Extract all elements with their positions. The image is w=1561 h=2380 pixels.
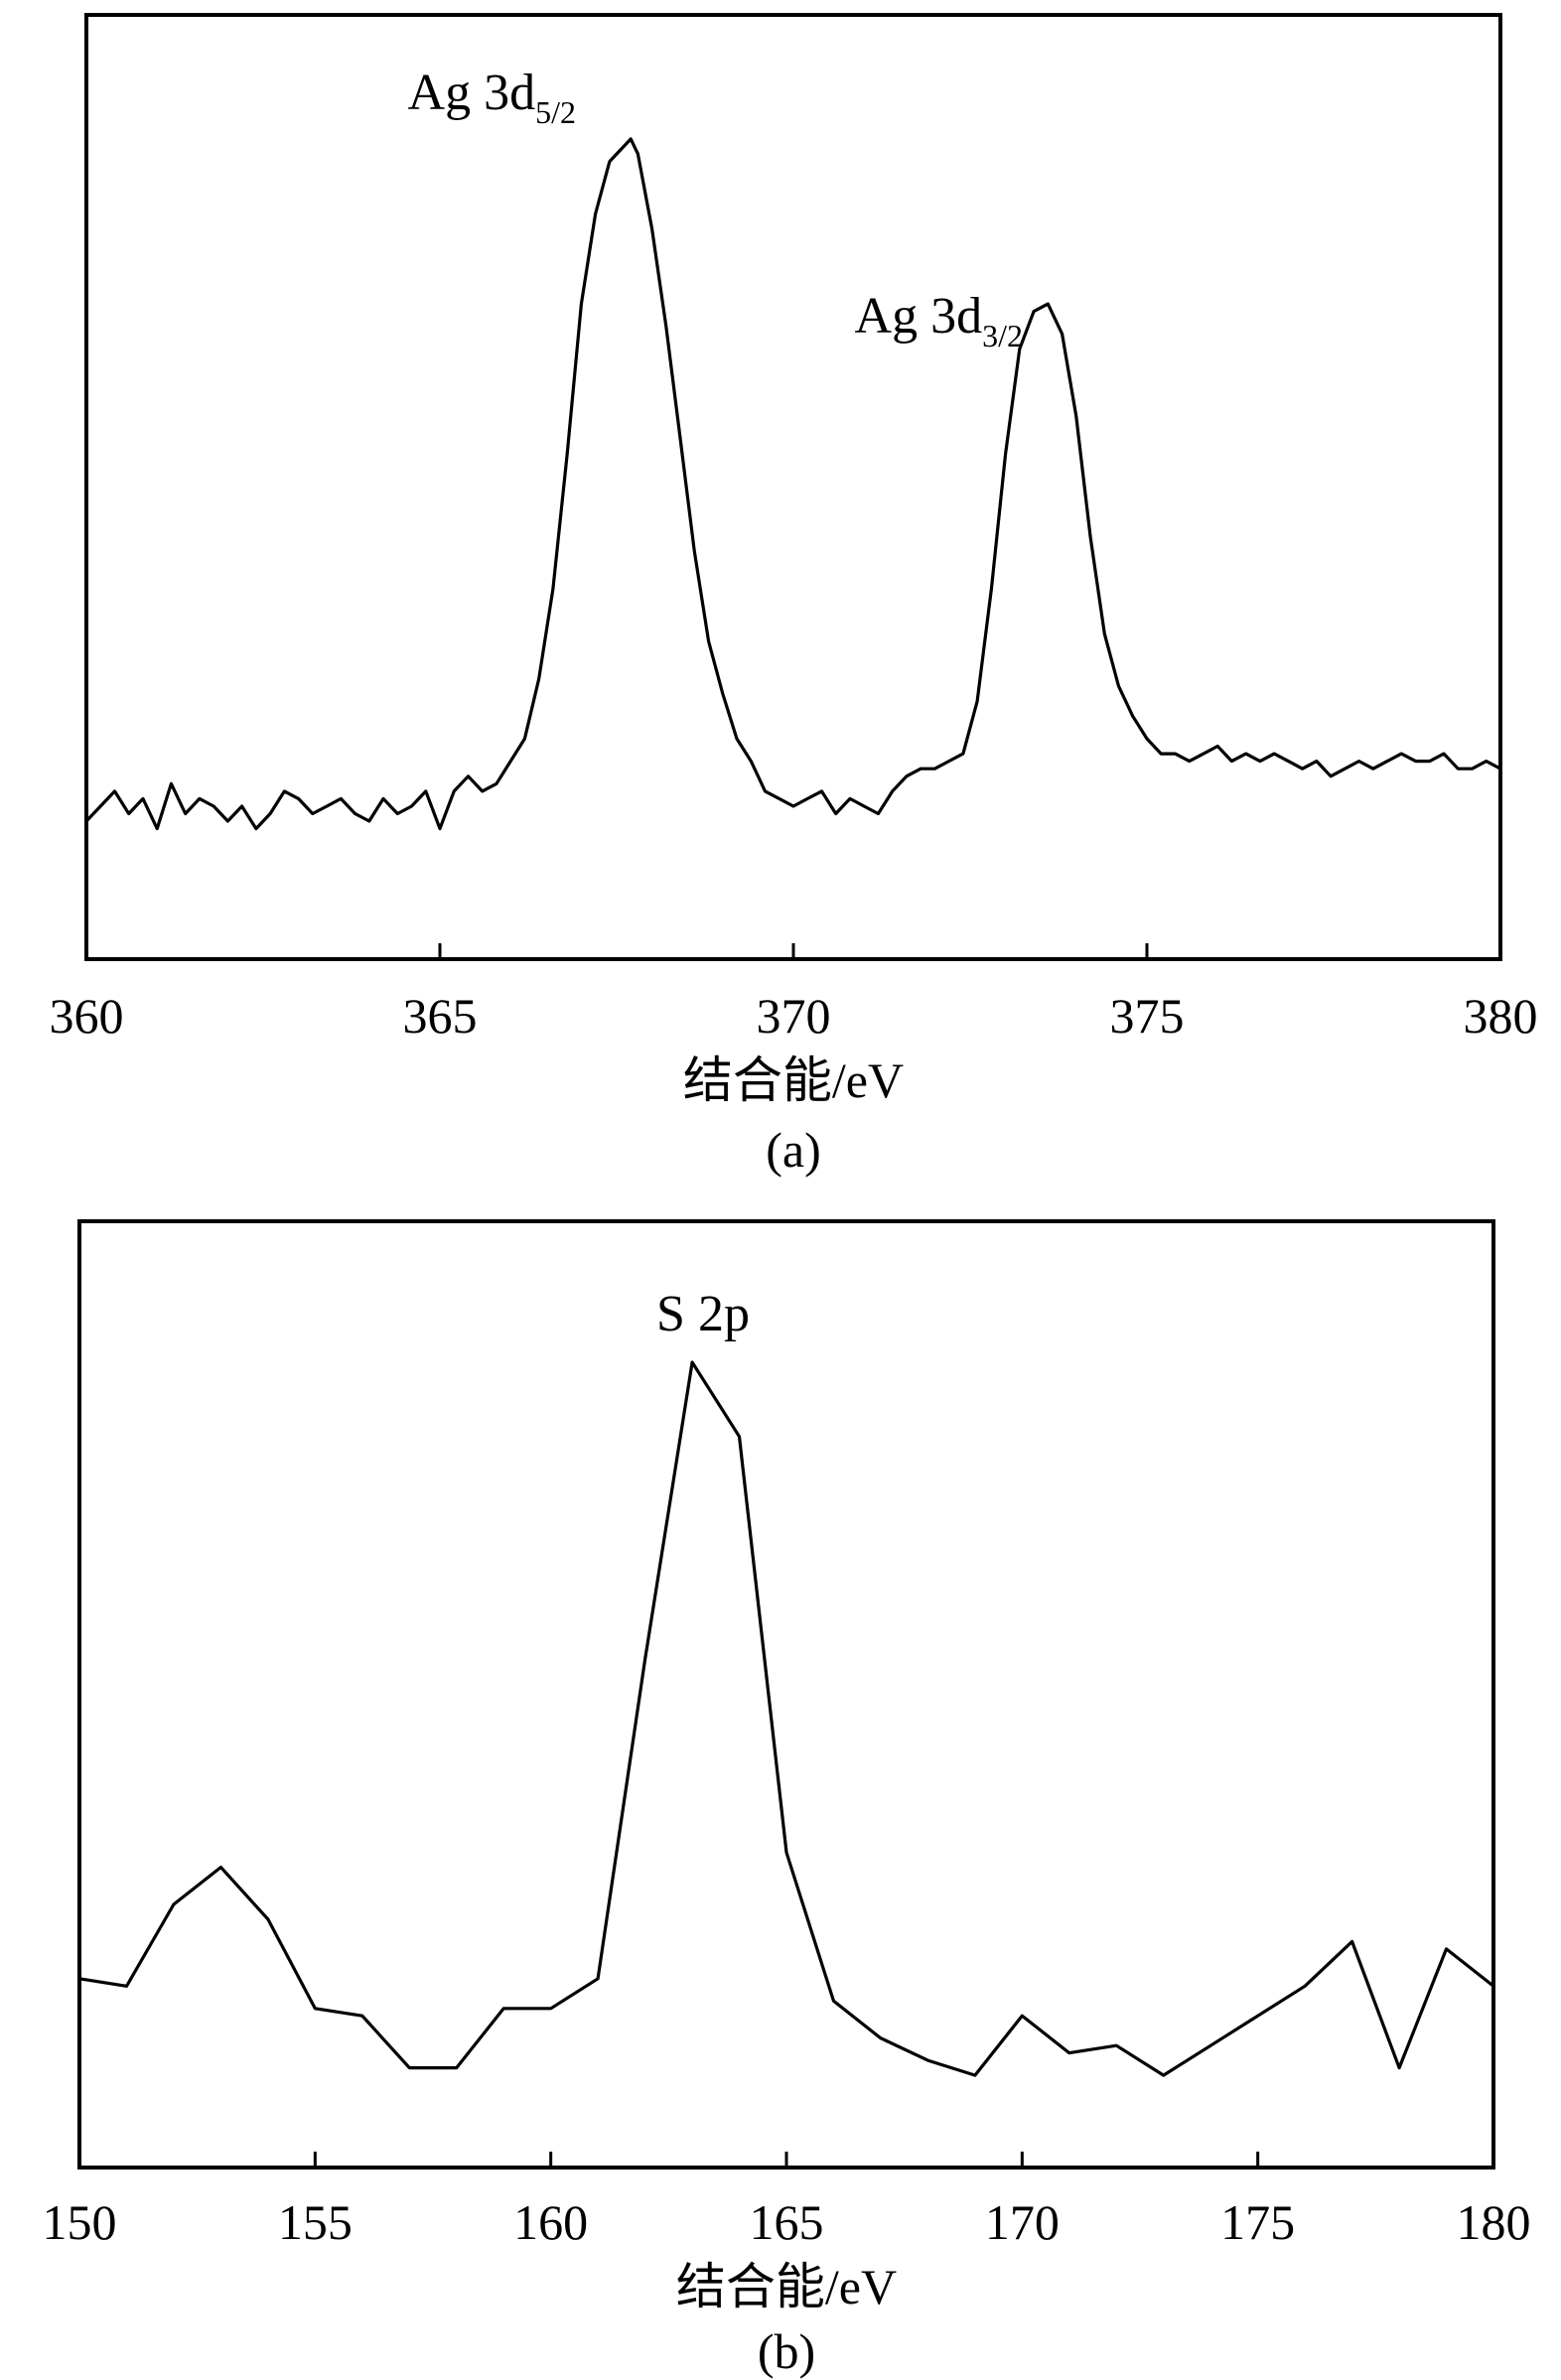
panel-b: 150 155 160 165 170 175 180 S 2p 结合能/eV (b) <box>43 1219 1531 2379</box>
x-tick-label: 365 <box>403 988 478 1044</box>
x-tick-label: 175 <box>1220 2194 1295 2250</box>
plot-frame-b <box>77 1219 1495 2170</box>
x-tick-labels-a: 360 365 370 375 380 <box>50 988 1538 1044</box>
spectrum-line-a <box>84 137 1502 831</box>
spectrum-line-b <box>77 1360 1495 2077</box>
x-tick-label: 380 <box>1464 988 1538 1044</box>
x-tick-label: 155 <box>278 2194 353 2250</box>
panel-a: 360 365 370 375 380 Ag 3d5/2 Ag 3d3/2 结合能/eV… <box>50 13 1538 1178</box>
plot-frame-a <box>84 13 1502 961</box>
x-axis-ticks-a <box>84 943 1502 959</box>
x-tick-label: 370 <box>757 988 831 1044</box>
panel-label-a: (a) <box>766 1122 821 1178</box>
x-tick-labels-b: 150 155 160 165 170 175 180 <box>43 2194 1531 2250</box>
x-tick-label: 375 <box>1110 988 1185 1044</box>
x-tick-label: 360 <box>50 988 124 1044</box>
x-tick-label: 150 <box>43 2194 117 2250</box>
peak-label-s-2p: S 2p <box>656 1286 750 1342</box>
peak-label-ag-3d32: Ag 3d3/2 <box>855 288 1023 353</box>
x-tick-label: 180 <box>1457 2194 1531 2250</box>
x-axis-ticks-b <box>77 2152 1495 2168</box>
x-tick-label: 170 <box>985 2194 1060 2250</box>
peak-label-ag-3d52: Ag 3d5/2 <box>408 65 576 130</box>
x-axis-label-b: 结合能/eV <box>676 2259 897 2314</box>
panel-label-b: (b) <box>758 2323 815 2379</box>
x-tick-label: 165 <box>750 2194 824 2250</box>
x-tick-label: 160 <box>513 2194 588 2250</box>
x-axis-label-a: 结合能/eV <box>683 1052 904 1108</box>
